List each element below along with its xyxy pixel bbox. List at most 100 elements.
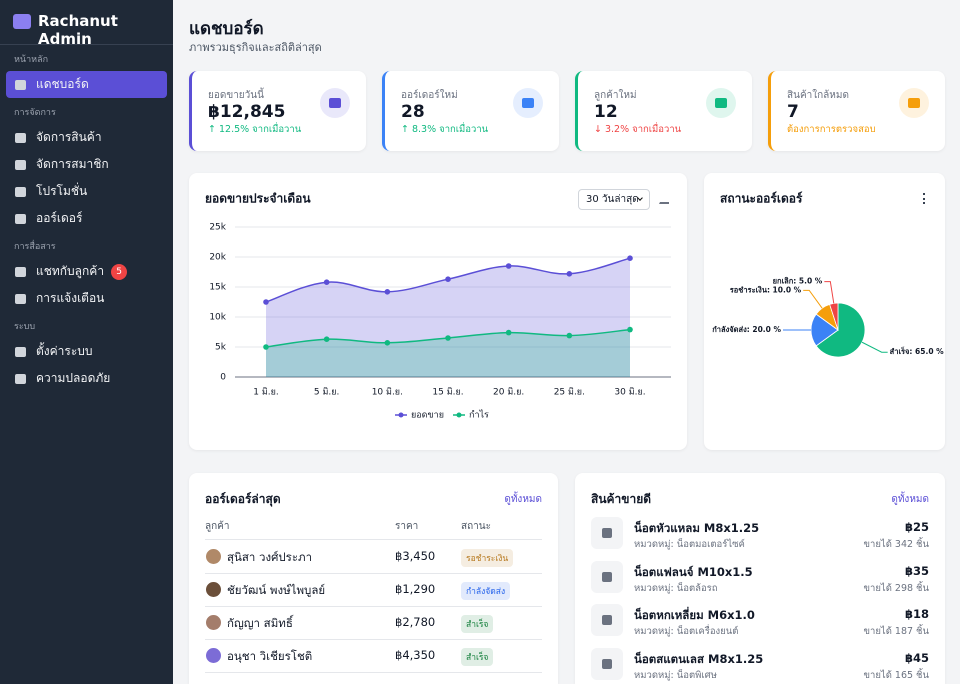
x-tick-label: 15 มิ.ย. <box>432 387 463 398</box>
product-icon <box>591 517 623 549</box>
product-icon-glyph <box>602 528 612 538</box>
stat-label: ยอดขายวันนี้ <box>208 90 264 101</box>
stat-icon-glyph <box>908 98 920 108</box>
nav-icon <box>15 266 26 277</box>
stat-value: 7 <box>787 102 799 122</box>
product-name: น็อตหกเหลี่ยม M6x1.0 <box>634 608 755 623</box>
nav-label: จัดการสมาชิก <box>36 157 109 171</box>
nav-label: ออร์เดอร์ <box>36 211 83 225</box>
nav-item[interactable]: จัดการสินค้า <box>6 124 167 151</box>
table-header: สถานะ <box>461 521 491 532</box>
avatar <box>206 648 221 663</box>
customer-name: สุนิสา วงศ์ประภา <box>227 550 313 564</box>
page-title: แดชบอร์ด <box>189 19 264 39</box>
stat-value: 12 <box>594 102 618 122</box>
product-icon-glyph <box>602 615 612 626</box>
nav-label: การแจ้งเตือน <box>36 291 105 305</box>
point <box>445 276 451 282</box>
nav-icon <box>15 293 26 304</box>
download-button[interactable] <box>659 194 669 204</box>
product-icon-glyph <box>602 658 612 669</box>
table-divider <box>205 539 542 540</box>
avatar <box>206 615 221 630</box>
point <box>384 340 391 346</box>
x-tick-label: 1 มิ.ย. <box>253 387 279 398</box>
order-price: ฿1,290 <box>395 582 436 596</box>
legend-label: ยอดขาย <box>411 411 444 421</box>
nav-item[interactable]: แชทกับลูกค้า 5 <box>6 258 167 285</box>
product-icon <box>591 647 623 680</box>
chart-title: สถานะออร์เดอร์ <box>720 192 803 206</box>
order-price: ฿2,780 <box>395 615 436 629</box>
legend-marker <box>456 412 462 418</box>
status-pill: กำลังจัดส่ง <box>461 582 511 600</box>
legend-label: กำไร <box>469 410 489 421</box>
chart: ยอดขายประจำเดือน 0 5k 10k 15k 20k 25k 1 มิ.ย. 5 … <box>205 192 671 421</box>
nav-label: ตั้งค่าระบบ <box>36 344 93 358</box>
card-title: สินค้าขายดี <box>591 492 652 506</box>
table-header: ราคา <box>395 521 419 532</box>
chart-title: ยอดขายประจำเดือน <box>205 192 311 206</box>
nav-item[interactable]: การแจ้งเตือน <box>6 285 167 312</box>
product-price: ฿45 <box>904 650 929 665</box>
product-icon <box>591 604 623 637</box>
chart: สถานะออร์เดอร์สำเร็จ: 65.0 % กำลังจัดส่ง:… <box>712 192 945 358</box>
nav-icon <box>15 373 26 384</box>
stat-label: ลูกค้าใหม่ <box>594 90 637 101</box>
stat-icon-glyph <box>329 98 341 108</box>
nav-icon <box>15 186 26 197</box>
period-select[interactable]: 30 วันล่าสุด <box>578 189 650 210</box>
menu-button[interactable] <box>923 193 926 204</box>
point <box>566 271 573 277</box>
brand: Rachanut Admin <box>38 12 118 48</box>
product-sold: ขายได้ 187 ชิ้น <box>863 626 929 638</box>
stat-card: สินค้าใกล้หมด 7 ต้องการการตรวจสอบ <box>768 71 945 151</box>
nav-item[interactable]: ออร์เดอร์ <box>6 205 167 232</box>
product-icon <box>591 560 623 593</box>
stat-icon-glyph <box>715 98 727 108</box>
nav-item[interactable]: ตั้งค่าระบบ <box>6 338 167 365</box>
pie-label: รอชำระเงิน: 10.0 % <box>730 285 802 294</box>
page-subtitle: ภาพรวมธุรกิจและสถิติล่าสุด <box>189 41 322 54</box>
point <box>627 255 633 261</box>
avatar <box>206 582 221 597</box>
nav-section-title: การสื่อสาร <box>14 242 56 252</box>
nav-item[interactable]: แดชบอร์ด <box>6 71 167 98</box>
view-all-link[interactable]: ดูทั้งหมด <box>891 494 929 505</box>
nav-section-title: ระบบ <box>14 322 36 332</box>
stat-change: ↑ 12.5% จากเมื่อวาน <box>208 124 302 135</box>
x-tick-label: 10 มิ.ย. <box>372 387 403 398</box>
view-all-link[interactable]: ดูทั้งหมด <box>504 494 542 505</box>
pie-label: สำเร็จ: 65.0 % <box>890 346 945 356</box>
product-price: ฿18 <box>904 607 929 622</box>
product-category: หมวดหมู่: น็อตพิเศษ <box>634 669 717 681</box>
leader-line <box>803 289 823 309</box>
order-status-card: สถานะออร์เดอร์ สำเร็จ: 65.0 % กำลังจัดส่ง:… <box>704 173 945 450</box>
nav-label: แดชบอร์ด <box>36 77 89 91</box>
nav-item[interactable]: ความปลอดภัย <box>6 365 167 392</box>
legend-marker <box>398 412 404 418</box>
nav-item[interactable]: โปรโมชั่น <box>6 178 167 205</box>
y-tick-label: 0 <box>220 373 226 383</box>
product-price: ฿25 <box>904 520 929 534</box>
nav-label: แชทกับลูกค้า <box>36 264 105 278</box>
point <box>445 335 451 341</box>
top-products-card: สินค้าขายดี ดูทั้งหมด น็อตหัวแหลม M8x1.25 ห… <box>575 473 945 684</box>
stat-card: ยอดขายวันนี้ ฿12,845 ↑ 12.5% จากเมื่อวาน <box>189 71 366 151</box>
x-tick-label: 5 มิ.ย. <box>314 387 340 398</box>
stat-icon-glyph <box>522 98 534 108</box>
customer-name: กัญญา สมิทธิ์ <box>227 616 293 630</box>
stat-value: ฿12,845 <box>208 102 286 122</box>
sidebar: Rachanut Admin หน้าหลัก แดชบอร์ด การจัดการจ… <box>0 0 173 684</box>
nav-item[interactable]: จัดการสมาชิก <box>6 151 167 178</box>
row-divider <box>205 573 542 574</box>
product-category: หมวดหมู่: น็อตเครื่องยนต์ <box>634 626 739 638</box>
product-sold: ขายได้ 298 ชิ้น <box>863 582 929 594</box>
point <box>323 336 330 342</box>
nav-icon <box>15 213 26 224</box>
stat-value: 28 <box>401 102 425 122</box>
recent-orders-card: ออร์เดอร์ล่าสุด ดูทั้งหมด ลูกค้า ราคา สถานะส… <box>189 473 558 684</box>
point <box>263 299 269 305</box>
x-tick-label: 30 มิ.ย. <box>614 387 645 398</box>
